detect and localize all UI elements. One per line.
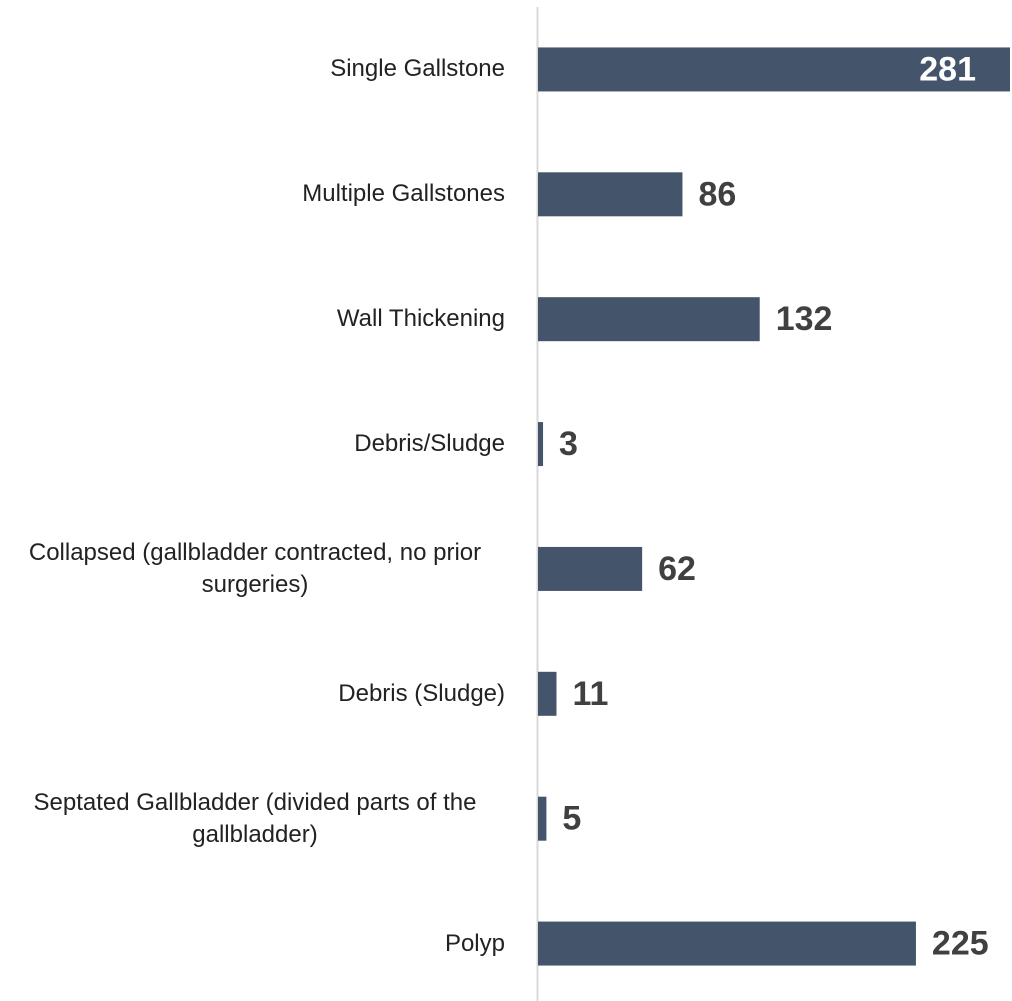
data-label: 62 [658,550,696,588]
bar [538,172,683,217]
data-label: 5 [562,800,581,838]
bar [538,796,547,841]
bar [538,47,1010,92]
category-label: Single Gallstone [330,55,505,83]
bar [538,546,643,591]
category-label: Septated Gallbladder (divided parts of t… [33,788,477,848]
bar [538,921,916,966]
category-label: Collapsed (gallbladder contracted, no pr… [28,538,482,598]
data-label: 281 [919,50,976,88]
category-label: Polyp [444,929,505,957]
category-label: Wall Thickening [336,305,505,333]
data-label: 132 [776,300,833,338]
data-label: 3 [559,425,578,463]
category-label: Debris (Sludge) [338,679,505,707]
bar [538,671,557,716]
category-label: Debris/Sludge [354,430,505,458]
category-label: Multiple Gallstones [302,180,505,208]
bar [538,422,544,467]
bar [538,297,760,342]
data-label: 225 [932,925,989,963]
data-label: 86 [698,175,736,213]
data-label: 11 [572,675,608,713]
